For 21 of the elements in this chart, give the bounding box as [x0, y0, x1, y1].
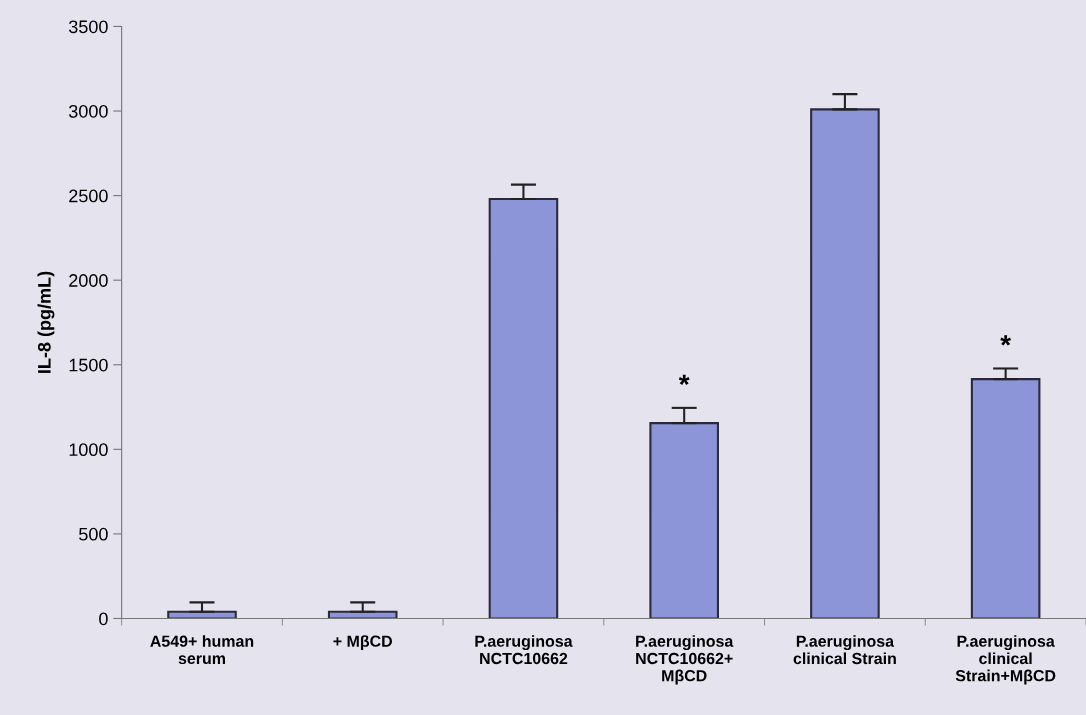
bar — [488, 197, 559, 619]
y-tick-label: 0 — [99, 612, 108, 626]
y-tick-label: 2000 — [69, 274, 108, 287]
y-tick-label: 3000 — [68, 104, 108, 118]
x-tick-label: P.aeruginosa clinical Strain — [793, 635, 896, 665]
y-tick-label: 3500 — [68, 20, 108, 34]
annotation: * — [678, 374, 690, 386]
x-tick-label: P.aeruginosa clinical Strain+MβCD — [955, 635, 1056, 685]
y-tick-label: 1000 — [69, 443, 108, 457]
x-tick-label: P.aeruginosa NCTC10662+ MβCD — [636, 635, 734, 685]
bar — [970, 378, 1041, 619]
annotation: * — [1000, 335, 1012, 346]
y-tick-label: 1500 — [69, 358, 108, 372]
bar — [649, 422, 719, 619]
bar — [810, 108, 880, 619]
x-tick-label: + MβCD — [333, 635, 392, 651]
y-tick-label: 2500 — [69, 189, 108, 203]
x-tick-label: P.aeruginosa NCTC10662 — [475, 635, 573, 665]
y-tick-label: 500 — [79, 527, 108, 541]
x-tick-label: A549+ human serum — [150, 635, 254, 665]
y-axis-title: IL-8 (pg/mL) — [37, 271, 55, 373]
